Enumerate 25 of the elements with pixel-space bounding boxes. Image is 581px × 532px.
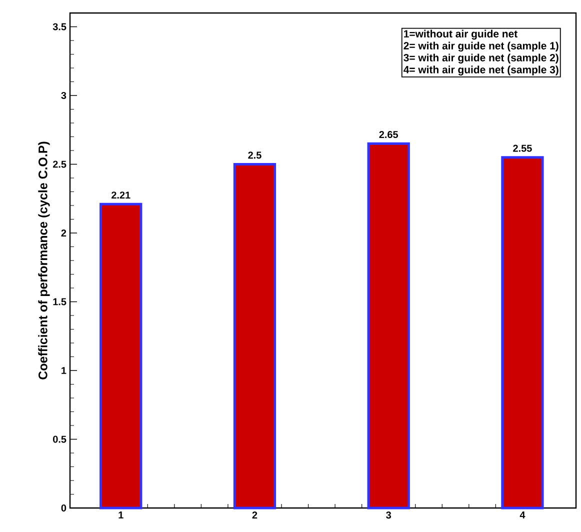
annotation: 2= with air guide net (sample 1) <box>404 42 558 52</box>
data-label: 2.21 <box>112 192 130 199</box>
y-tick-label: 1 <box>62 367 66 374</box>
x-tick-label: 3 <box>386 512 392 519</box>
bar <box>501 156 544 510</box>
annotation: 1=without air guide net <box>404 30 518 40</box>
bar <box>233 163 276 510</box>
x-tick-label: 4 <box>520 512 526 518</box>
x-tick-label: 2 <box>252 512 258 518</box>
y-tick-label: 1.5 <box>53 298 66 306</box>
annotation: 4= with air guide net (sample 3) <box>404 66 558 76</box>
y-tick-label: 3 <box>61 92 66 100</box>
y-axis-title: Coefficient of performance (cycle C.O.P) <box>38 142 50 380</box>
data-label: 2.65 <box>379 131 398 138</box>
x-tick-label: 1 <box>118 512 124 518</box>
bar <box>367 142 410 510</box>
data-label: 2.5 <box>248 152 262 159</box>
y-tick-label: 2 <box>61 230 66 236</box>
bar <box>100 202 142 510</box>
y-tick-label: 0.5 <box>53 436 66 443</box>
y-tick-label: 3.5 <box>52 23 66 30</box>
annotation: 3= with air guide net (sample 2) <box>404 54 558 64</box>
y-tick-label: 2.5 <box>52 160 66 168</box>
data-label: 2.55 <box>513 144 532 152</box>
y-tick-label: 0 <box>61 504 66 512</box>
